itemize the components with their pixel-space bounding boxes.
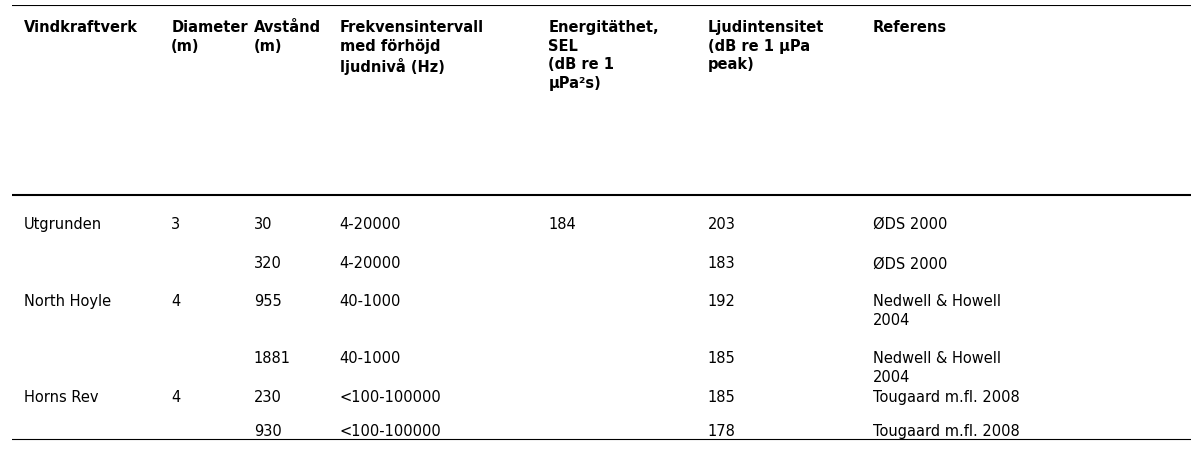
Text: Frekvensintervall
med förhöjd
ljudnivå (Hz): Frekvensintervall med förhöjd ljudnivå (… bbox=[339, 20, 484, 75]
Text: 930: 930 bbox=[254, 423, 282, 438]
Text: <100-100000: <100-100000 bbox=[339, 390, 442, 405]
Text: Tougaard m.fl. 2008: Tougaard m.fl. 2008 bbox=[872, 423, 1019, 438]
Text: Horns Rev: Horns Rev bbox=[24, 390, 99, 405]
Text: Nedwell & Howell
2004: Nedwell & Howell 2004 bbox=[872, 294, 1001, 327]
Text: Referens: Referens bbox=[872, 20, 947, 35]
Text: 4: 4 bbox=[171, 390, 180, 405]
Text: 30: 30 bbox=[254, 216, 272, 232]
Text: 955: 955 bbox=[254, 294, 282, 309]
Text: Vindkraftverk: Vindkraftverk bbox=[24, 20, 138, 35]
Text: 183: 183 bbox=[707, 257, 735, 272]
Text: Ljudintensitet
(dB re 1 μPa
peak): Ljudintensitet (dB re 1 μPa peak) bbox=[707, 20, 824, 72]
Text: 185: 185 bbox=[707, 351, 735, 367]
Text: 320: 320 bbox=[254, 257, 282, 272]
Text: 40-1000: 40-1000 bbox=[339, 351, 401, 367]
Text: 4-20000: 4-20000 bbox=[339, 216, 402, 232]
Text: ØDS 2000: ØDS 2000 bbox=[872, 216, 947, 232]
Text: Diameter
(m): Diameter (m) bbox=[171, 20, 248, 54]
Text: 40-1000: 40-1000 bbox=[339, 294, 401, 309]
Text: Nedwell & Howell
2004: Nedwell & Howell 2004 bbox=[872, 351, 1001, 385]
Text: 1881: 1881 bbox=[254, 351, 291, 367]
Text: 184: 184 bbox=[549, 216, 576, 232]
Text: Utgrunden: Utgrunden bbox=[24, 216, 102, 232]
Text: 3: 3 bbox=[171, 216, 180, 232]
Text: Energitäthet,
SEL
(dB re 1
μPa²s): Energitäthet, SEL (dB re 1 μPa²s) bbox=[549, 20, 659, 91]
Text: ØDS 2000: ØDS 2000 bbox=[872, 257, 947, 272]
Text: Avstånd
(m): Avstånd (m) bbox=[254, 20, 321, 54]
Text: North Hoyle: North Hoyle bbox=[24, 294, 111, 309]
Text: 230: 230 bbox=[254, 390, 282, 405]
Text: 203: 203 bbox=[707, 216, 735, 232]
Text: 192: 192 bbox=[707, 294, 735, 309]
Text: <100-100000: <100-100000 bbox=[339, 423, 442, 438]
Text: 4-20000: 4-20000 bbox=[339, 257, 402, 272]
Text: 185: 185 bbox=[707, 390, 735, 405]
Text: 178: 178 bbox=[707, 423, 735, 438]
Text: Tougaard m.fl. 2008: Tougaard m.fl. 2008 bbox=[872, 390, 1019, 405]
Text: 4: 4 bbox=[171, 294, 180, 309]
